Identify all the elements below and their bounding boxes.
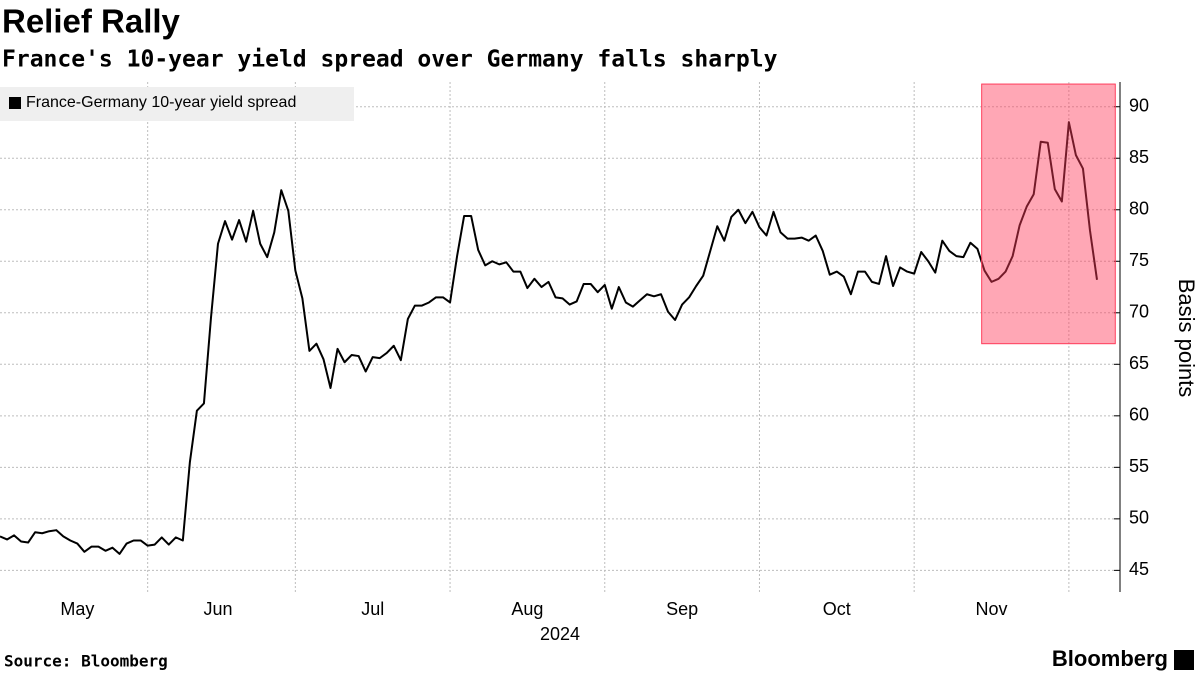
x-tick-label: Aug [511,599,543,619]
y-tick-label: 85 [1129,147,1149,167]
plot-area: 45 50 55 60 65 70 75 80 85 90 May Jun Jul Aug Sep Oct No… [0,82,1149,619]
highlight-box [981,83,1116,345]
source-note: Source: Bloomberg [4,652,168,671]
brand-logo: Bloomberg [1052,646,1168,671]
y-tick-label: 50 [1129,508,1149,528]
y-tick-label: 60 [1129,405,1149,425]
y-tick-label: 90 [1129,95,1149,115]
legend-swatch [9,97,21,109]
x-tick-label: Jul [361,599,384,619]
chart-title: Relief Rally [2,3,181,40]
y-tick-label: 80 [1129,199,1149,219]
y-tick-label: 55 [1129,456,1149,476]
x-tick-label: Oct [823,599,851,619]
y-tick-label: 45 [1129,559,1149,579]
x-tick-label: Jun [203,599,232,619]
x-tick-label: May [60,599,94,619]
y-tick-label: 75 [1129,250,1149,270]
brand-icon [1174,650,1194,670]
y-axis-label: Basis points [1174,279,1199,398]
legend-label: France-Germany 10-year yield spread [26,94,296,111]
y-tick-label: 70 [1129,302,1149,322]
x-axis-label: 2024 [540,624,580,644]
legend-box [0,87,354,121]
y-tick-label: 65 [1129,353,1149,373]
chart-subtitle: France's 10-year yield spread over Germa… [2,47,778,73]
x-tick-label: Sep [666,599,698,619]
series-line [0,121,1098,555]
x-tick-label: Nov [976,599,1008,619]
